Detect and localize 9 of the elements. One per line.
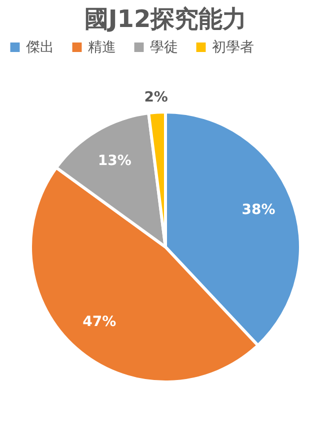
legend-label: 初學者 (212, 39, 254, 56)
data-label: 47% (82, 314, 116, 330)
data-label: 2% (144, 89, 168, 106)
data-label: 38% (242, 202, 276, 218)
legend-label: 學徒 (150, 39, 178, 56)
legend-label: 精進 (88, 39, 116, 56)
data-label: 13% (98, 152, 132, 169)
legend-label: 傑出 (26, 39, 54, 56)
chart-title: 國J12探究能力 (84, 5, 247, 33)
